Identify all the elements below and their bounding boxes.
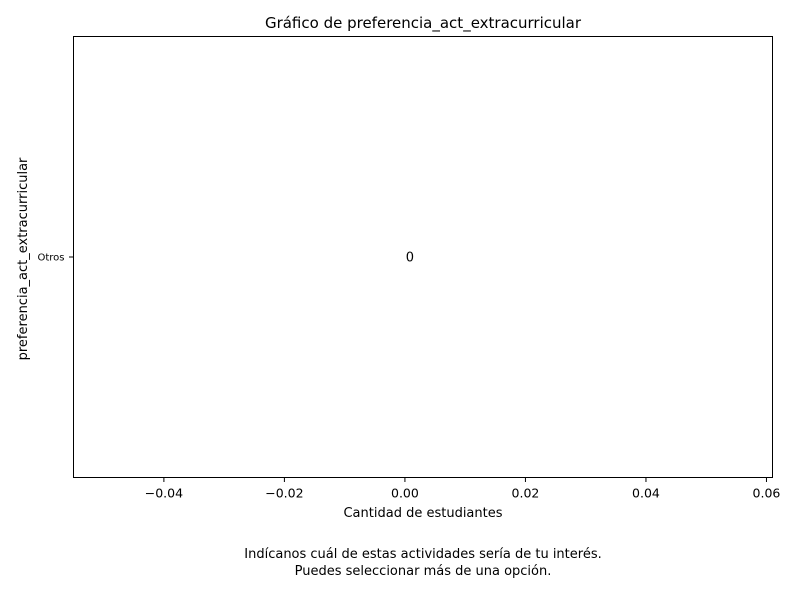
y-tick-label: Otros	[37, 253, 64, 264]
x-tick-label: 0.06	[753, 486, 781, 501]
chart-title: Gráfico de preferencia_act_extracurricul…	[265, 14, 582, 33]
y-axis-label: preferencia_act_extracurricular	[16, 157, 31, 360]
x-tick-label: 0.04	[632, 486, 660, 501]
caption-line-1: Indícanos cuál de estas actividades serí…	[244, 547, 602, 562]
x-axis-label: Cantidad de estudiantes	[343, 506, 502, 521]
x-tick-label: 0.00	[391, 486, 419, 501]
plot-area	[73, 36, 773, 478]
x-tick-label: 0.02	[512, 486, 540, 501]
x-axis-ticks: −0.04 −0.02 0.00 0.02 0.04 0.06	[145, 477, 781, 501]
x-tick-label: −0.02	[265, 486, 303, 501]
bar-labels: 0	[406, 251, 414, 266]
chart-caption: Indícanos cuál de estas actividades serí…	[0, 546, 800, 580]
x-tick-label: −0.04	[145, 486, 183, 501]
y-axis-ticks: Otros	[37, 253, 74, 264]
caption-line-2: Puedes seleccionar más de una opción.	[294, 564, 552, 579]
bar-data-label: 0	[406, 251, 414, 266]
